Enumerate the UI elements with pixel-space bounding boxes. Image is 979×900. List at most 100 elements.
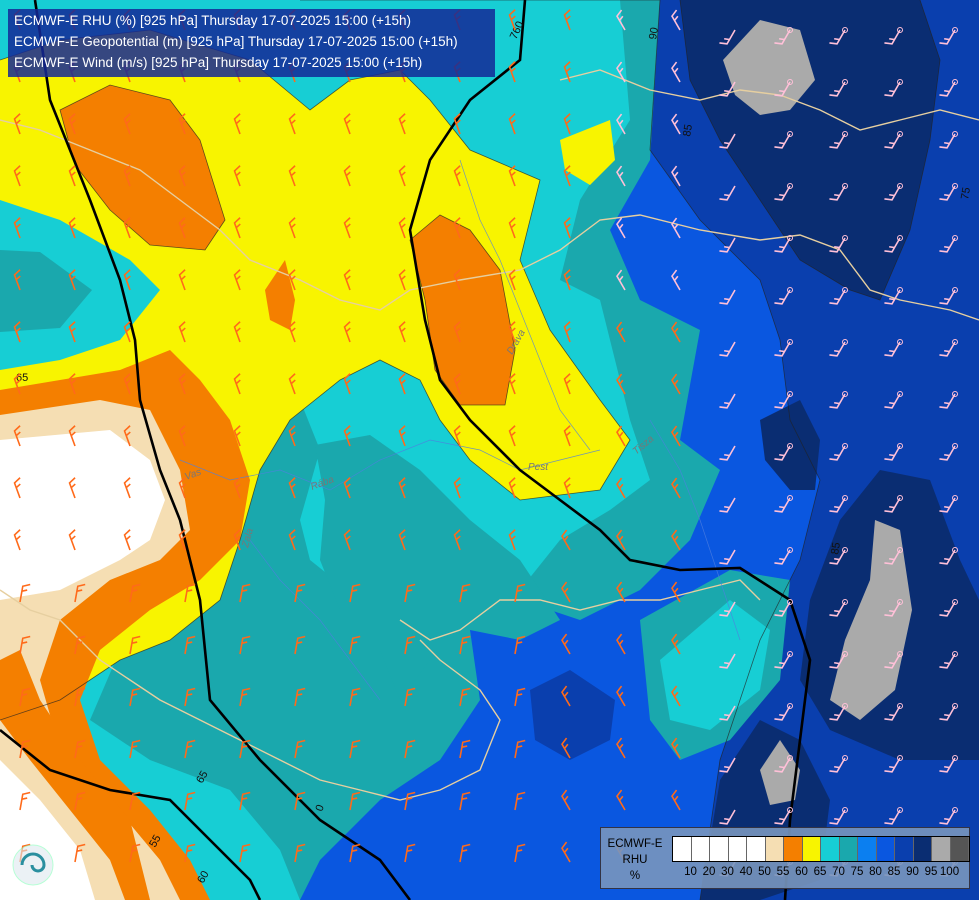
wind-barb [74, 583, 86, 603]
legend-tick-label: 60 [795, 866, 808, 878]
rhu-label-85-south: 85 [829, 541, 843, 555]
wind-barb [288, 217, 296, 239]
wind-barb [514, 843, 526, 863]
wind-barb [453, 425, 461, 447]
rhu-band-60-nw [60, 85, 225, 250]
wind-barb [508, 373, 516, 395]
rhu-band-70-se [660, 600, 770, 730]
wind-barb [563, 61, 571, 83]
wind-barb [829, 235, 848, 253]
rhu-label-55-south: 55 [147, 833, 164, 850]
geopotential-contour-sw [0, 728, 262, 900]
wind-barb [884, 79, 903, 97]
wind-barb [184, 687, 196, 707]
wind-barb [508, 269, 516, 291]
wind-barb [404, 687, 416, 707]
wind-barb [288, 165, 296, 187]
wind-barb [939, 599, 958, 617]
wind-barb [774, 495, 793, 513]
wind-barb [884, 443, 903, 461]
wind-barb [239, 791, 251, 811]
wind-barb [233, 165, 241, 187]
wind-barb [13, 321, 21, 343]
wind-barb [239, 583, 251, 603]
wind-barb [616, 217, 626, 239]
legend-tick-label: 95 [924, 866, 938, 878]
legend-swatch [673, 837, 692, 861]
legend-color-bar [672, 836, 970, 862]
geopotential-contour-west [33, 0, 412, 900]
wind-barb [829, 391, 848, 409]
wind-barb [13, 165, 21, 187]
wind-barb [829, 131, 848, 149]
rhu-band-95-b [830, 520, 912, 720]
wind-barb [178, 529, 186, 551]
wind-barb [343, 477, 351, 499]
wind-barb [829, 339, 848, 357]
wind-barb [233, 217, 241, 239]
title-rhu: ECMWF-E RHU (%) [925 hPa] Thursday 17-07… [14, 13, 412, 28]
wind-barb [884, 807, 903, 825]
wind-barb [884, 703, 903, 721]
wind-barb [404, 791, 416, 811]
wind-barb [671, 633, 681, 655]
wind-barb [719, 445, 736, 461]
wind-barb [178, 425, 186, 447]
wind-barb [884, 547, 903, 565]
legend-swatch [913, 837, 932, 861]
legend-title-unit: % [629, 870, 641, 882]
wind-barb [123, 113, 131, 135]
wind-barb [123, 477, 131, 499]
legend-swatch [728, 837, 747, 861]
wind-barb [453, 477, 461, 499]
wind-barb [233, 269, 241, 291]
wind-barb [719, 133, 736, 149]
ecmwf-logo [12, 844, 54, 886]
place-label-vas: Vas [183, 467, 203, 483]
wind-barb [294, 583, 306, 603]
legend-swatch [802, 837, 821, 861]
wind-barb [616, 425, 626, 447]
rhu-band-75-inner [315, 435, 560, 700]
wind-barb [349, 687, 361, 707]
wind-barb [349, 843, 361, 863]
legend-tick-label: 85 [887, 866, 901, 878]
wind-barb [453, 165, 461, 187]
wind-barb [239, 843, 251, 863]
wind-barb [829, 651, 848, 669]
wind-barb [13, 529, 21, 551]
wind-barb [939, 651, 958, 669]
wind-barb [459, 687, 471, 707]
legend-tick-label: 65 [813, 866, 827, 878]
wind-barb [563, 9, 571, 31]
wind-barb [829, 495, 848, 513]
wind-barb [671, 425, 681, 447]
wind-barb [508, 321, 516, 343]
wind-barb [563, 477, 571, 499]
wind-barb [719, 81, 736, 97]
wind-barb [68, 425, 76, 447]
wind-barb [398, 113, 406, 135]
wind-barb [508, 477, 516, 499]
wind-barb [68, 321, 76, 343]
wind-barb [884, 651, 903, 669]
legend-tick-label: 100 [939, 866, 960, 878]
wind-barb [939, 287, 958, 305]
wind-barb [68, 269, 76, 291]
rhu-band-65-ne [560, 120, 615, 185]
wind-barb [671, 529, 681, 551]
wind-barb [398, 269, 406, 291]
wind-barb [343, 165, 351, 187]
wind-barb [671, 9, 681, 31]
wind-barb [398, 165, 406, 187]
wind-barb [719, 29, 736, 45]
wind-barb [349, 739, 361, 759]
wind-barb [514, 739, 526, 759]
wind-barb [19, 739, 31, 759]
wind-barb [178, 217, 186, 239]
wind-barb [129, 791, 141, 811]
wind-barb [19, 687, 31, 707]
wind-barb [13, 425, 21, 447]
wind-barb [349, 583, 361, 603]
wind-barb [616, 581, 626, 603]
